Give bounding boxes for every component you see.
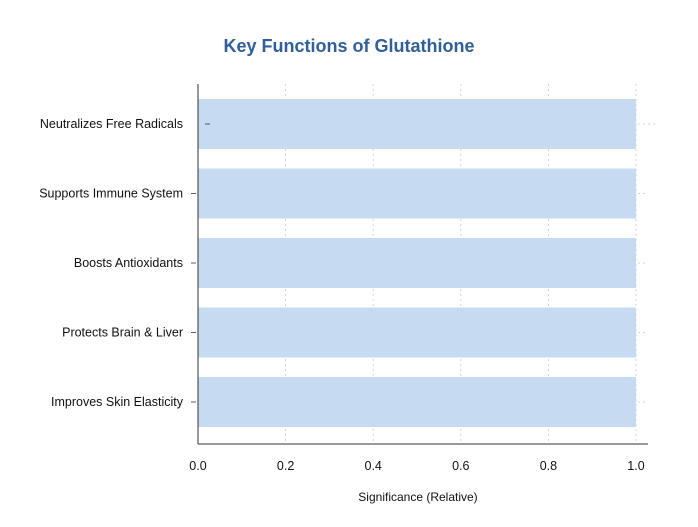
x-tick-label: 1.0 <box>627 459 644 473</box>
bar <box>198 377 636 427</box>
category-label: Neutralizes Free Radicals <box>40 117 183 131</box>
bar <box>198 238 636 288</box>
bar <box>198 99 636 149</box>
x-tick-label: 0.4 <box>365 459 382 473</box>
chart-title: Key Functions of Glutathione <box>224 36 475 56</box>
x-tick-label: 0.6 <box>452 459 469 473</box>
bars <box>198 99 636 427</box>
category-labels: Neutralizes Free Radicals Supports Immune… <box>39 117 184 409</box>
x-tick-labels: 0.0 0.2 0.4 0.6 0.8 1.0 <box>189 459 644 473</box>
category-label: Improves Skin Elasticity <box>51 395 184 409</box>
bar <box>198 307 636 358</box>
category-label: Boosts Antioxidants <box>74 256 183 270</box>
category-label: Protects Brain & Liver <box>62 326 183 340</box>
x-axis-title: Significance (Relative) <box>358 490 477 504</box>
x-tick-label: 0.0 <box>189 459 206 473</box>
x-tick-label: 0.8 <box>540 459 557 473</box>
category-label: Supports Immune System <box>39 187 183 201</box>
bar <box>198 168 636 219</box>
x-tick-label: 0.2 <box>277 459 294 473</box>
axes <box>191 84 648 445</box>
